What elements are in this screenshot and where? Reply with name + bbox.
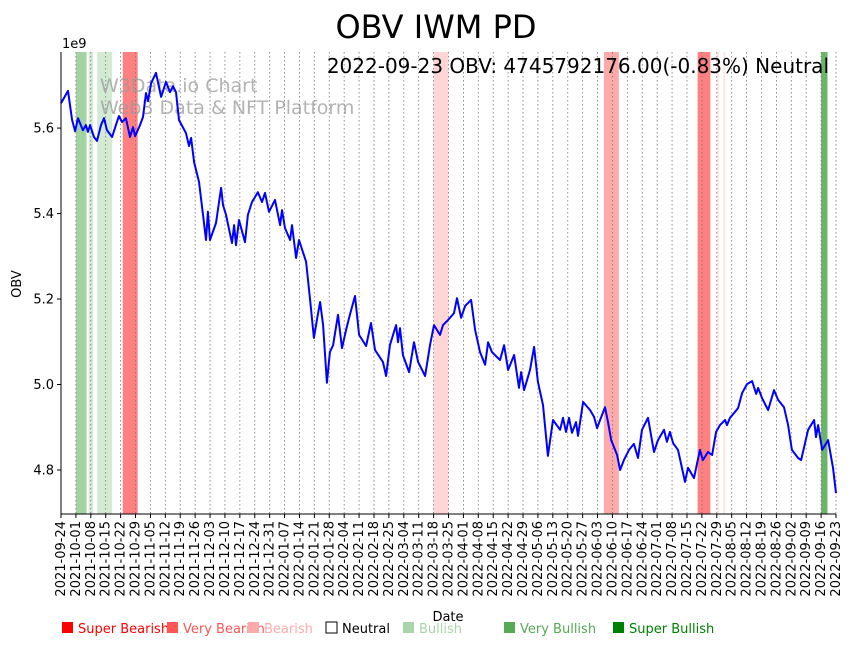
watermark: W3Data.io Chart Web3 Data & NFT Platform xyxy=(100,75,354,119)
legend-label: Very Bullish xyxy=(520,622,596,637)
legend-swatch xyxy=(62,622,73,633)
x-tick-label: 2022-09-23 xyxy=(829,521,844,597)
signal-bands xyxy=(75,52,828,514)
watermark-line-2: Web3 Data & NFT Platform xyxy=(100,97,354,119)
signal-band xyxy=(97,52,113,514)
x-tick-label: 2022-03-11 xyxy=(412,521,427,597)
legend-swatch xyxy=(613,622,624,633)
x-tick-label: 2022-07-22 xyxy=(695,521,710,597)
x-tick-label: 2022-02-18 xyxy=(367,521,382,597)
x-tick-label: 2022-07-15 xyxy=(680,521,695,597)
x-tick-label: 2022-08-12 xyxy=(740,521,755,597)
x-tick-label: 2022-04-22 xyxy=(501,521,516,597)
legend-label: Bearish xyxy=(264,622,313,637)
x-tick-label: 2022-06-03 xyxy=(591,521,606,597)
signal-band xyxy=(821,52,828,514)
x-tick-label: 2021-10-29 xyxy=(129,521,144,597)
legend-label: Bullish xyxy=(419,622,462,637)
legend-swatch xyxy=(504,622,515,633)
x-tick-label: 2022-03-04 xyxy=(397,521,412,597)
signal-band xyxy=(697,52,711,514)
legend: Super Bearish Very Bearish Bearish Neutral B… xyxy=(62,621,714,637)
signal-band xyxy=(433,52,449,514)
x-tick-label: 2021-11-05 xyxy=(143,521,158,597)
x-tick-label: 2022-08-05 xyxy=(725,521,740,597)
x-tick-label: 2021-10-01 xyxy=(69,521,84,597)
x-tick-label: 2022-04-15 xyxy=(486,521,501,597)
legend-swatch xyxy=(248,622,259,633)
x-tick-label: 2022-01-21 xyxy=(307,521,322,597)
legend-label: Super Bearish xyxy=(78,622,169,637)
x-tick-label: 2021-12-31 xyxy=(263,521,278,597)
x-tick-label: 2022-09-09 xyxy=(799,521,814,597)
y-scale-label: 1e9 xyxy=(62,37,87,52)
x-tick-label: 2022-05-27 xyxy=(576,521,591,597)
y-tick-label: 4.8 xyxy=(33,463,54,478)
x-tick-label: 2022-03-18 xyxy=(427,521,442,597)
x-tick-label: 2022-05-20 xyxy=(561,521,576,597)
y-axis-label: OBV xyxy=(10,270,25,298)
x-tick-label: 2021-11-19 xyxy=(173,521,188,597)
obv-series-line xyxy=(60,71,837,494)
legend-label: Neutral xyxy=(342,622,390,637)
x-tick-label: 2022-01-14 xyxy=(292,521,307,597)
x-tick-label: 2022-01-07 xyxy=(278,521,293,597)
x-tick-label: 2022-06-24 xyxy=(635,521,650,597)
x-ticks: 2021-09-24 2021-10-01 2021-10-08 2021-10-15… xyxy=(54,514,844,597)
x-tick-label: 2022-06-17 xyxy=(620,521,635,597)
x-tick-label: 2022-04-08 xyxy=(471,521,486,597)
watermark-line-1: W3Data.io Chart xyxy=(100,75,257,97)
signal-band xyxy=(122,52,138,514)
x-tick-label: 2022-09-02 xyxy=(784,521,799,597)
x-tick-label: 2021-11-12 xyxy=(158,521,173,597)
x-tick-label: 2022-04-29 xyxy=(516,521,531,597)
y-tick-label: 5.0 xyxy=(33,378,54,393)
x-tick-label: 2021-09-24 xyxy=(54,521,69,597)
signal-band xyxy=(716,52,719,514)
signal-band xyxy=(88,52,93,514)
chart-title: OBV IWM PD xyxy=(335,8,536,46)
y-tick-label: 5.6 xyxy=(33,122,54,137)
x-tick-label: 2022-07-29 xyxy=(710,521,725,597)
x-tick-label: 2021-10-08 xyxy=(84,521,99,597)
x-tick-label: 2021-10-22 xyxy=(114,521,129,597)
y-tick-label: 5.4 xyxy=(33,207,54,222)
x-tick-label: 2022-02-11 xyxy=(352,521,367,597)
y-ticks: 4.8 5.0 5.2 5.4 5.6 xyxy=(33,122,61,478)
x-tick-label: 2021-12-10 xyxy=(218,521,233,597)
x-tick-label: 2021-12-17 xyxy=(233,521,248,597)
legend-label: Very Bearish xyxy=(183,622,265,637)
x-tick-label: 2022-07-08 xyxy=(665,521,680,597)
y-tick-label: 5.2 xyxy=(33,293,54,308)
x-tick-label: 2022-01-28 xyxy=(322,521,337,597)
x-tick-label: 2022-07-01 xyxy=(650,521,665,597)
signal-band xyxy=(75,52,87,514)
x-tick-label: 2021-12-24 xyxy=(248,521,263,597)
legend-swatch xyxy=(167,622,178,633)
x-tick-label: 2021-10-15 xyxy=(99,521,114,597)
x-tick-label: 2022-02-04 xyxy=(337,521,352,597)
x-tick-label: 2021-11-26 xyxy=(188,521,203,597)
x-tick-label: 2022-06-10 xyxy=(605,521,620,597)
x-tick-label: 2022-04-01 xyxy=(456,521,471,597)
x-axis-label: Date xyxy=(432,610,463,625)
signal-band xyxy=(723,52,726,514)
x-tick-label: 2022-08-26 xyxy=(769,521,784,597)
x-tick-label: 2022-05-13 xyxy=(546,521,561,597)
x-tick-label: 2022-03-25 xyxy=(442,521,457,597)
x-tick-label: 2022-05-06 xyxy=(531,521,546,597)
legend-swatch xyxy=(325,621,338,634)
signal-band xyxy=(603,52,619,514)
legend-swatch xyxy=(403,622,414,633)
x-tick-label: 2022-02-25 xyxy=(382,521,397,597)
x-tick-label: 2021-12-03 xyxy=(203,521,218,597)
x-tick-label: 2022-09-16 xyxy=(814,521,829,597)
legend-label: Super Bullish xyxy=(629,622,714,637)
latest-value-annotation: 2022-09-23 OBV: 4745792176.00(-0.83%) Ne… xyxy=(327,54,829,78)
x-tick-label: 2022-08-19 xyxy=(754,521,769,597)
